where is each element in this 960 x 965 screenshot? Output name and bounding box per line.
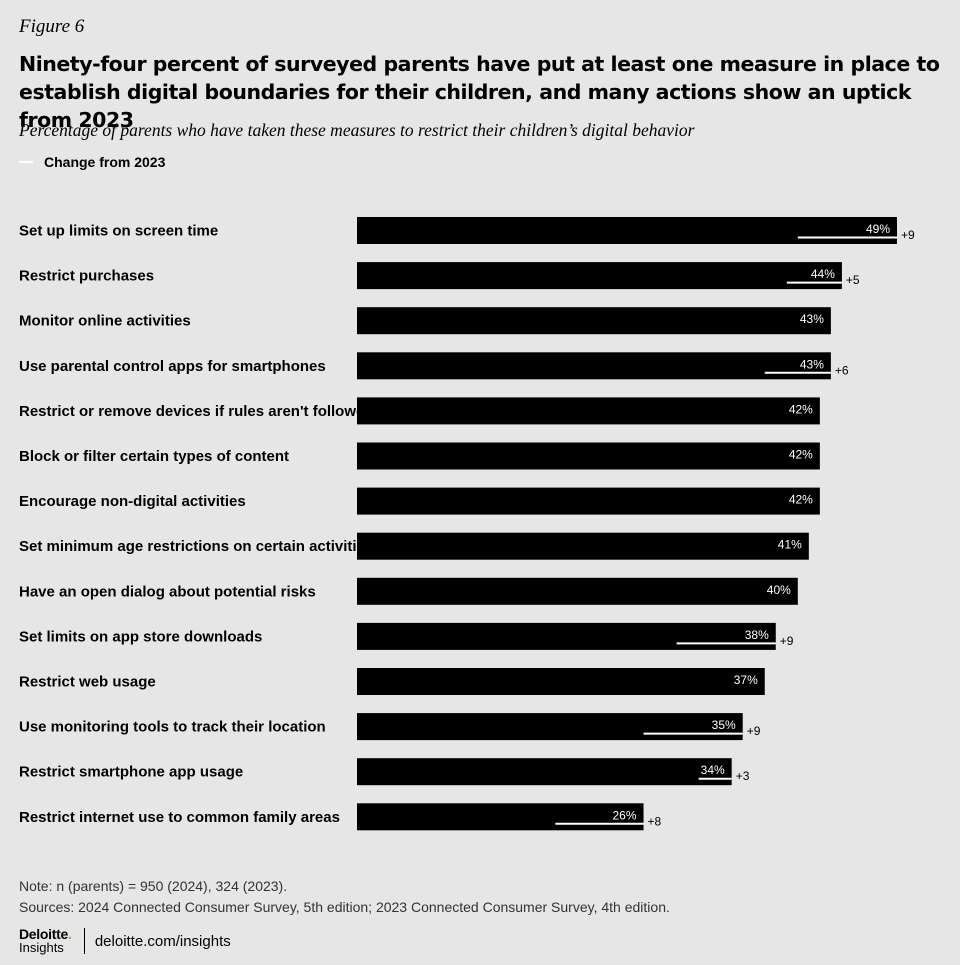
chart-title: Ninety-four percent of surveyed parents … — [19, 52, 940, 132]
legend: Change from 2023 — [19, 154, 165, 170]
bar — [357, 352, 831, 380]
category-label: Restrict purchases — [19, 268, 154, 285]
category-label: Set up limits on screen time — [19, 223, 218, 240]
category-label: Set limits on app store downloads — [19, 628, 262, 645]
category-label: Use monitoring tools to track their loca… — [19, 719, 326, 736]
value-label: 40% — [767, 583, 791, 597]
brand-name: Deloitte — [19, 926, 68, 942]
category-label: Have an open dialog about potential risk… — [19, 583, 316, 600]
change-label: +3 — [736, 769, 750, 783]
bar — [357, 803, 644, 831]
note-text: Note: n (parents) = 950 (2024), 324 (202… — [19, 878, 288, 894]
change-label: +9 — [901, 228, 915, 242]
value-label: 35% — [712, 718, 736, 732]
value-label: 38% — [745, 628, 769, 642]
brand-sub: Insights — [19, 940, 64, 955]
footer-link[interactable]: deloitte.com/insights — [94, 932, 231, 950]
footer: Deloitte. Insights deloitte.com/insights — [19, 926, 231, 955]
category-label: Restrict smartphone app usage — [19, 764, 243, 781]
category-label: Block or filter certain types of content — [19, 448, 289, 465]
bar — [357, 577, 798, 605]
bar — [357, 307, 831, 335]
bar-chart: Set up limits on screen time 49% +9 Restric… — [19, 217, 915, 831]
value-label: 42% — [789, 448, 813, 462]
value-label: 26% — [612, 808, 636, 822]
change-label: +9 — [747, 724, 761, 738]
bar — [357, 668, 765, 695]
category-label: Restrict internet use to common family a… — [19, 809, 340, 826]
figure-label: Figure 6 — [19, 16, 85, 37]
value-label: 42% — [789, 493, 813, 507]
deloitte-insights-logo: Deloitte. Insights — [19, 926, 72, 955]
value-label: 37% — [734, 673, 758, 687]
bar — [357, 532, 809, 560]
category-label: Set minimum age restrictions on certain … — [19, 538, 373, 555]
value-label: 42% — [789, 402, 813, 416]
change-label: +5 — [846, 273, 860, 287]
bar — [357, 442, 820, 470]
value-label: 49% — [866, 222, 890, 236]
value-label: 41% — [778, 538, 802, 552]
category-label: Restrict or remove devices if rules aren… — [19, 403, 374, 420]
legend-swatch-change — [19, 161, 33, 163]
sources-text: Sources: 2024 Connected Consumer Survey,… — [19, 899, 670, 915]
bar — [357, 217, 897, 244]
bar — [357, 622, 776, 650]
change-label: +9 — [780, 634, 794, 648]
change-label: +8 — [648, 814, 662, 828]
change-label: +6 — [835, 363, 849, 377]
bar — [357, 397, 820, 425]
category-label: Restrict web usage — [19, 674, 156, 691]
value-label: 34% — [701, 763, 725, 777]
value-label: 43% — [800, 312, 824, 326]
category-label: Encourage non-digital activities — [19, 493, 246, 510]
legend-label-change: Change from 2023 — [44, 154, 166, 170]
footer-divider — [83, 928, 85, 954]
notes: Note: n (parents) = 950 (2024), 324 (202… — [19, 876, 670, 918]
bar — [357, 713, 743, 741]
bar — [357, 487, 820, 515]
category-label: Monitor online activities — [19, 313, 191, 330]
value-label: 43% — [800, 357, 824, 371]
brand-dot: . — [67, 926, 72, 942]
bar — [357, 758, 732, 786]
chart-subtitle: Percentage of parents who have taken the… — [19, 120, 695, 140]
category-label: Use parental control apps for smartphone… — [19, 358, 326, 375]
bar — [357, 262, 842, 290]
value-label: 44% — [811, 267, 835, 281]
